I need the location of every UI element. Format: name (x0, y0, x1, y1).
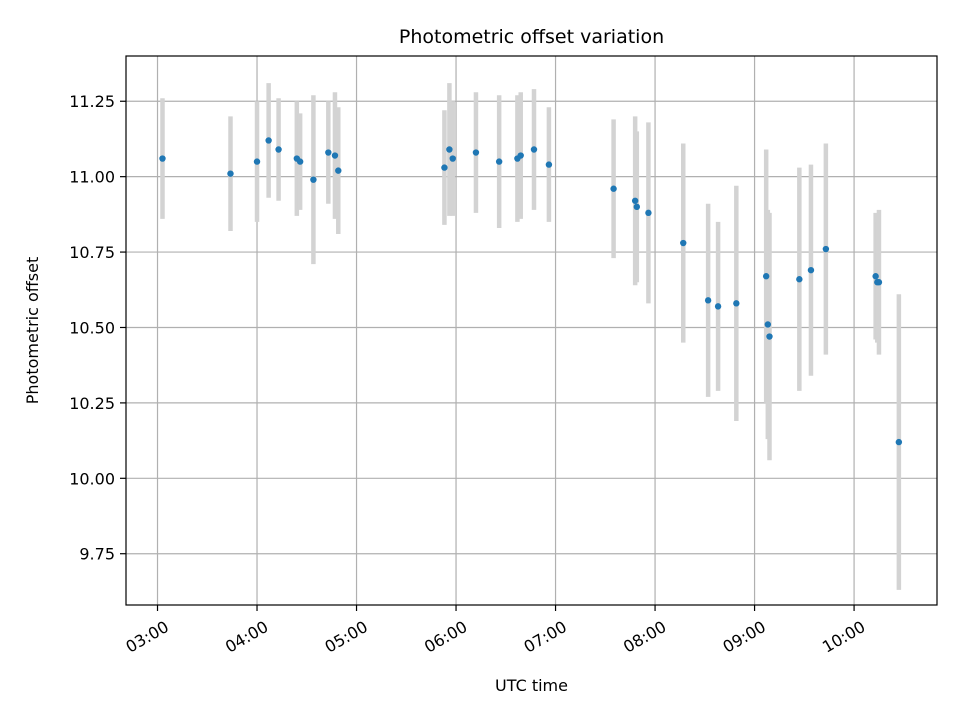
y-tick-label: 10.00 (69, 469, 115, 488)
x-tick-label: 07:00 (521, 617, 570, 657)
data-point (472, 149, 480, 156)
errorbar-layer (160, 83, 902, 590)
data-point (495, 158, 503, 165)
data-point (610, 185, 617, 192)
x-axis-label: UTC time (495, 676, 568, 695)
data-point (441, 164, 448, 171)
data-point (253, 158, 261, 165)
point-layer (159, 137, 903, 446)
data-point (822, 245, 830, 253)
y-tick-label: 10.25 (69, 394, 115, 413)
chart-title: Photometric offset variation (399, 26, 664, 48)
y-tick-label: 10.50 (69, 318, 115, 337)
data-point (631, 197, 639, 204)
y-tick-label: 11.25 (69, 92, 115, 111)
data-point (704, 297, 712, 304)
data-point (517, 152, 524, 159)
data-point (159, 155, 166, 162)
x-tick-label: 06:00 (421, 617, 470, 657)
data-point (645, 209, 652, 217)
data-point (275, 146, 282, 153)
data-point (530, 146, 538, 153)
data-point (895, 438, 903, 446)
x-tick-label: 09:00 (720, 617, 769, 657)
data-point (680, 239, 687, 247)
data-point (227, 170, 234, 177)
data-point (325, 149, 332, 156)
data-point (733, 300, 740, 307)
data-point (265, 137, 272, 144)
data-point (545, 161, 553, 168)
data-point (335, 167, 342, 174)
x-tick-label: 03:00 (122, 617, 171, 657)
x-tick-label: 08:00 (620, 617, 669, 657)
data-point (875, 279, 883, 286)
data-point (310, 176, 317, 183)
data-point (764, 321, 772, 328)
data-point (296, 158, 304, 165)
data-point (766, 333, 773, 340)
y-tick-label: 10.75 (69, 243, 115, 262)
data-point (762, 273, 770, 280)
y-tick-label: 11.00 (69, 168, 115, 187)
grid-layer (126, 56, 937, 605)
x-tick-label: 05:00 (321, 617, 370, 657)
plot-frame (125, 55, 938, 606)
y-axis-label: Photometric offset (23, 257, 42, 405)
data-point (633, 203, 641, 211)
x-tick-label: 10:00 (819, 617, 868, 657)
data-point (331, 152, 339, 159)
data-point (872, 273, 879, 280)
data-point (796, 276, 803, 283)
data-point (449, 155, 456, 162)
data-point (807, 266, 815, 274)
data-point (446, 146, 453, 153)
x-tick-label: 04:00 (222, 617, 271, 657)
data-point (714, 303, 722, 310)
y-tick-label: 9.75 (79, 545, 115, 564)
